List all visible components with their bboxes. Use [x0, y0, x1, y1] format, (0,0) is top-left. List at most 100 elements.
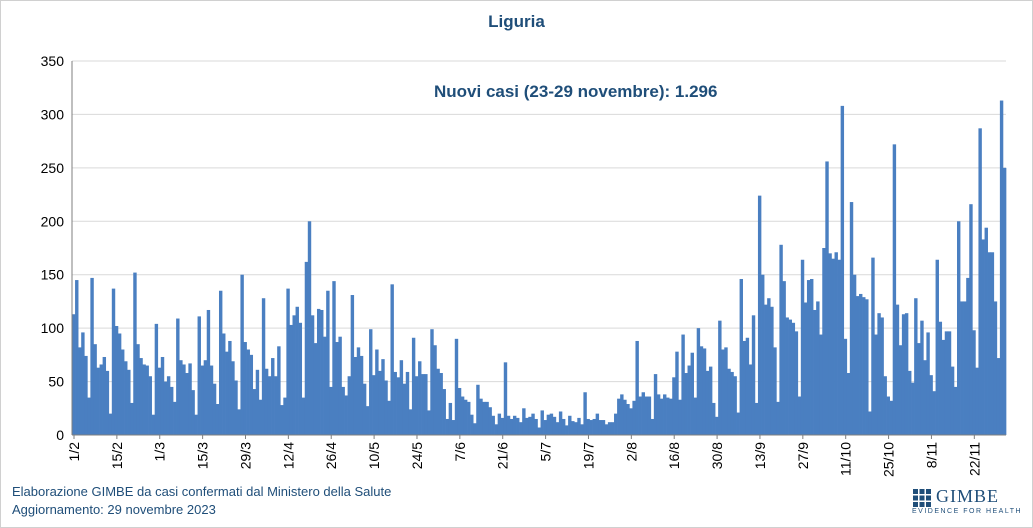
bar	[84, 355, 88, 435]
bar	[102, 356, 107, 435]
bar	[641, 392, 645, 435]
bar	[163, 381, 168, 435]
bar	[846, 373, 851, 435]
bar	[898, 345, 903, 435]
bar	[742, 340, 747, 435]
bar	[647, 396, 652, 435]
bar	[938, 321, 943, 435]
bar	[975, 367, 979, 435]
bar	[396, 377, 401, 435]
bar	[653, 374, 658, 435]
bar	[304, 261, 309, 435]
bar	[635, 340, 639, 435]
bar	[705, 370, 710, 435]
bar	[776, 401, 780, 435]
bar	[485, 401, 489, 435]
bar	[803, 302, 808, 435]
bar	[136, 344, 140, 435]
bar	[540, 410, 544, 435]
bar	[280, 405, 284, 435]
bar	[816, 301, 820, 435]
bar	[139, 358, 143, 435]
bar	[246, 349, 250, 435]
bar	[843, 338, 848, 435]
bar	[708, 366, 713, 435]
bar	[108, 413, 113, 435]
bar	[868, 411, 872, 435]
bar	[904, 313, 909, 435]
bar	[908, 370, 912, 435]
bar	[727, 368, 731, 435]
y-tick-label: 300	[41, 106, 65, 122]
x-tick-label: 13/9	[752, 442, 768, 469]
bar	[528, 416, 532, 435]
y-tick-label: 150	[41, 267, 65, 283]
bar	[414, 376, 419, 435]
bar	[148, 376, 152, 435]
bar	[626, 404, 630, 435]
x-tick-label: 19/7	[580, 442, 596, 469]
bar	[212, 383, 217, 435]
bar	[534, 418, 538, 435]
bar	[724, 347, 728, 435]
bar	[157, 367, 162, 435]
bar	[445, 418, 450, 435]
bar	[500, 417, 505, 435]
bar	[231, 361, 235, 435]
bar	[629, 408, 633, 435]
bar	[632, 400, 636, 435]
x-tick-label: 15/3	[195, 442, 211, 469]
bar	[87, 397, 91, 435]
bar	[687, 365, 691, 435]
bar	[421, 374, 425, 435]
x-tick-label: 25/10	[881, 442, 897, 477]
bar	[473, 423, 477, 435]
bar	[715, 416, 719, 435]
bar	[301, 397, 306, 435]
x-tick-label: 15/2	[109, 442, 125, 469]
bar	[675, 351, 679, 435]
bar	[188, 363, 192, 435]
bar	[981, 239, 985, 435]
x-tick-label: 7/6	[452, 442, 468, 462]
bar	[852, 274, 857, 435]
bar	[947, 331, 952, 435]
logo-grid-icon	[913, 489, 931, 507]
bar	[788, 319, 792, 435]
bar	[114, 326, 119, 435]
bar	[512, 415, 517, 435]
bar	[323, 336, 327, 435]
x-tick-label: 22/11	[966, 442, 982, 476]
bar	[359, 355, 364, 435]
bar	[470, 414, 474, 435]
bar	[920, 320, 924, 435]
bar	[751, 315, 756, 435]
bar	[840, 105, 845, 435]
bar	[773, 347, 777, 435]
bar	[926, 332, 930, 435]
bar	[764, 304, 768, 435]
bar	[243, 342, 247, 435]
bar	[258, 399, 263, 435]
bar	[555, 422, 560, 435]
bar	[310, 315, 315, 435]
bar	[424, 374, 428, 435]
bar	[638, 396, 642, 435]
bar	[519, 422, 523, 435]
bar	[503, 362, 508, 435]
bar	[531, 413, 535, 435]
bar	[494, 424, 499, 435]
bar	[313, 343, 318, 435]
bar	[203, 360, 208, 435]
bar	[381, 359, 385, 435]
bar	[794, 331, 799, 435]
bar	[439, 373, 443, 435]
bar	[264, 368, 269, 435]
logo-tagline: EVIDENCE FOR HEALTH	[912, 508, 1023, 515]
bar	[411, 337, 416, 435]
bar	[169, 386, 174, 435]
bar	[558, 411, 563, 435]
bar	[696, 328, 701, 435]
bar	[433, 345, 437, 435]
x-tick-label: 1/3	[152, 442, 168, 462]
